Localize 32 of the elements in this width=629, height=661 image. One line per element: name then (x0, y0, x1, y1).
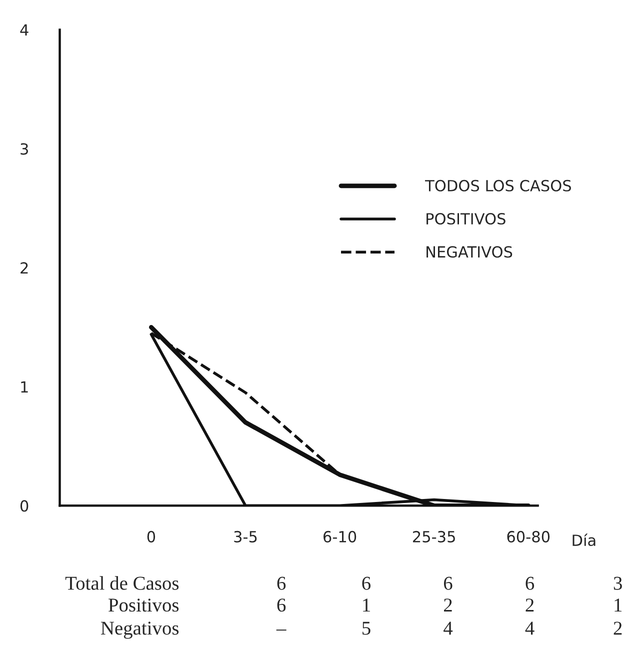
y-tick-label: 0 (20, 500, 28, 512)
x-tick-label: 3-5 (234, 530, 257, 542)
text: 1 (614, 598, 622, 612)
text: 2 (444, 598, 452, 612)
x-tick-label: 0 (147, 530, 156, 542)
text: 4 (525, 622, 534, 635)
text: – (276, 630, 286, 631)
text: 6 (277, 576, 286, 590)
text: 5 (362, 622, 370, 635)
text: 6 (444, 576, 452, 590)
text: Positivos (108, 598, 179, 612)
text: 1 (363, 598, 370, 612)
y-tick-label: 2 (20, 262, 28, 274)
text: 2 (614, 622, 622, 635)
text: 2 (526, 598, 534, 612)
text: 4 (444, 622, 453, 635)
text: 6 (526, 576, 534, 590)
legend-label: TODOS LOS CASOS (425, 180, 571, 192)
y-tick-label: 3 (20, 143, 28, 155)
y-tick-label: 4 (20, 24, 28, 36)
legend-label: NEGATIVOS (426, 246, 512, 258)
x-tick-label: 60-80 (507, 530, 550, 542)
text: 6 (277, 598, 286, 612)
text: 3 (614, 576, 622, 590)
legend-label: POSITIVOS (426, 212, 506, 225)
text: Total de Casos (65, 576, 179, 590)
x-tick-label: 25-35 (413, 530, 455, 542)
x-tick-label: 6-10 (324, 530, 356, 542)
text: 6 (362, 576, 371, 590)
y-tick-label: 1 (21, 381, 28, 392)
text: Negativos (100, 622, 179, 639)
x-axis-title: Día (572, 534, 596, 546)
